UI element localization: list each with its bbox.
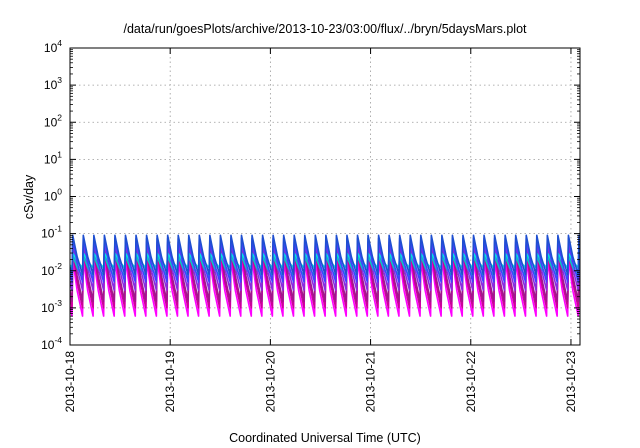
- y-tick-label: 103: [44, 75, 62, 92]
- x-tick-label: 2013-10-20: [263, 351, 277, 413]
- y-tick-label: 10-2: [41, 261, 62, 278]
- chart-title: /data/run/goesPlots/archive/2013-10-23/0…: [123, 22, 527, 36]
- y-tick-exponent: -2: [54, 261, 62, 271]
- y-tick-label: 10-4: [41, 335, 62, 352]
- x-axis-ticks: 2013-10-18 2013-10-19 2013-10-20 2013-10-21…: [63, 48, 578, 412]
- y-tick-exponent: 0: [57, 187, 62, 197]
- y-tick-label: 100: [44, 187, 62, 204]
- y-tick-label: 104: [44, 38, 62, 55]
- y-tick-label: 10-1: [41, 224, 62, 241]
- y-tick-exponent: 3: [57, 75, 62, 85]
- x-tick-label: 2013-10-18: [63, 351, 77, 413]
- y-axis-label: cSv/day: [22, 174, 36, 219]
- series-line-7: [70, 234, 580, 276]
- y-tick-exponent: -4: [54, 335, 62, 345]
- y-tick-label: 101: [44, 149, 62, 166]
- y-tick-exponent: -1: [54, 224, 62, 234]
- y-tick-exponent: 4: [57, 38, 62, 48]
- x-axis-label: Coordinated Universal Time (UTC): [229, 431, 421, 445]
- y-tick-label: 10-3: [41, 298, 62, 315]
- y-tick-exponent: -3: [54, 298, 62, 308]
- y-tick-label: 102: [44, 112, 62, 129]
- y-tick-exponent: 1: [57, 149, 62, 159]
- series-layer: [70, 234, 580, 317]
- x-tick-label: 2013-10-22: [464, 351, 478, 413]
- x-tick-label: 2013-10-19: [163, 351, 177, 413]
- y-tick-exponent: 2: [57, 112, 62, 122]
- x-tick-label: 2013-10-21: [364, 351, 378, 413]
- x-tick-label: 2013-10-23: [564, 351, 578, 413]
